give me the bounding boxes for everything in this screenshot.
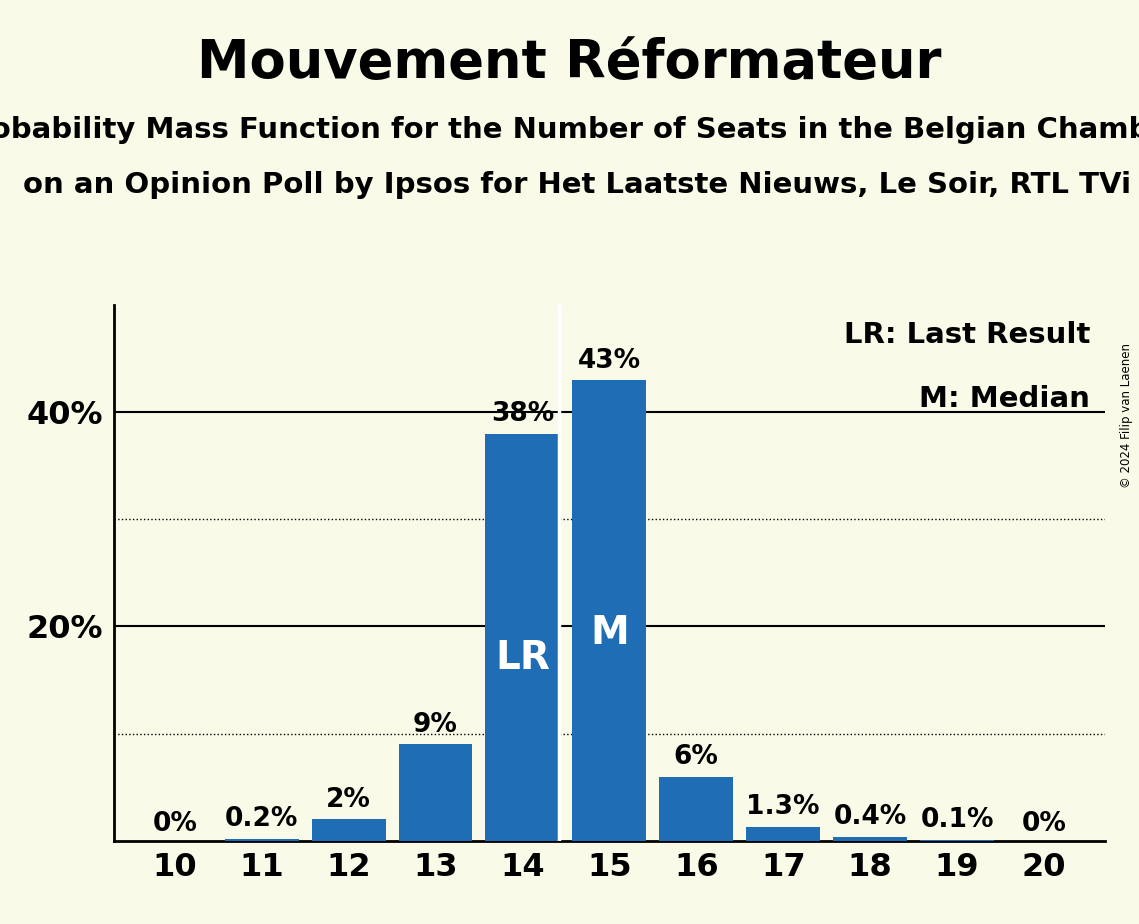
Bar (573, 380, 646, 841)
Text: Probability Mass Function for the Number of Seats in the Belgian Chamber: Probability Mass Function for the Number… (0, 116, 1139, 143)
Text: 6%: 6% (674, 744, 719, 770)
Bar (834, 836, 907, 841)
Text: 9%: 9% (413, 712, 458, 738)
Bar (312, 820, 385, 841)
Text: 43%: 43% (577, 347, 641, 373)
Bar (746, 827, 820, 841)
Text: 38%: 38% (491, 401, 554, 427)
Text: 0.4%: 0.4% (834, 804, 907, 830)
Bar (659, 776, 734, 841)
Text: LR: Last Result: LR: Last Result (844, 321, 1090, 349)
Bar (920, 840, 994, 841)
Text: M: M (590, 614, 629, 652)
Text: M: Median: M: Median (919, 385, 1090, 413)
Text: 2%: 2% (326, 787, 371, 813)
Bar (399, 745, 473, 841)
Text: 1.3%: 1.3% (746, 795, 820, 821)
Text: © 2024 Filip van Laenen: © 2024 Filip van Laenen (1121, 344, 1133, 488)
Text: 0.1%: 0.1% (920, 808, 994, 833)
Text: LR: LR (495, 638, 550, 676)
Text: on an Opinion Poll by Ipsos for Het Laatste Nieuws, Le Soir, RTL TVi and VTM, 20: on an Opinion Poll by Ipsos for Het Laat… (23, 171, 1139, 199)
Text: 0.2%: 0.2% (226, 807, 298, 833)
Bar (224, 839, 298, 841)
Text: 0%: 0% (153, 810, 197, 836)
Text: 0%: 0% (1022, 810, 1066, 836)
Bar (485, 433, 559, 841)
Text: Mouvement Réformateur: Mouvement Réformateur (197, 37, 942, 89)
